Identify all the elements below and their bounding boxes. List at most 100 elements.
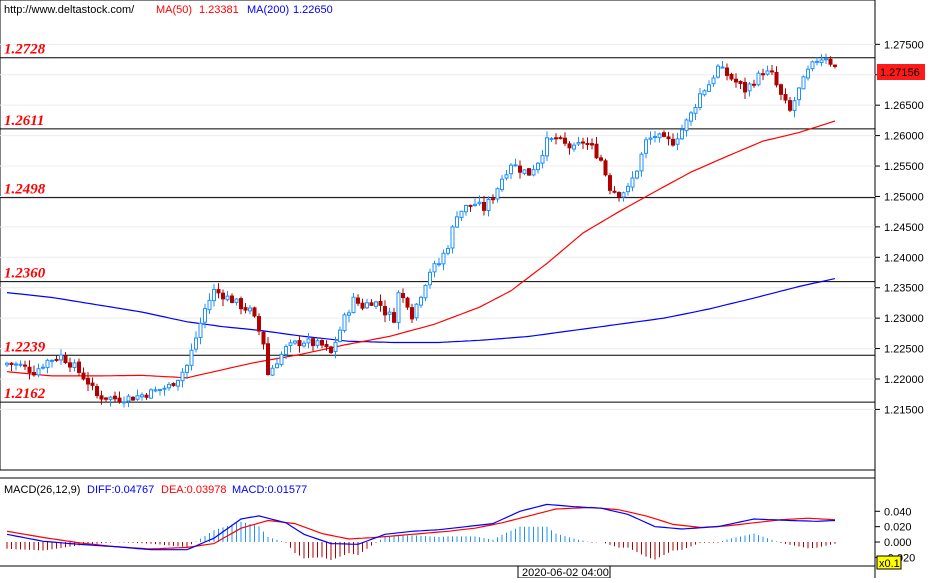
- candle[interactable]: [50, 359, 54, 368]
- candle[interactable]: [248, 305, 252, 315]
- candle[interactable]: [36, 363, 41, 378]
- candle[interactable]: [212, 283, 216, 307]
- candle[interactable]: [72, 359, 77, 372]
- candle[interactable]: [221, 289, 225, 307]
- candle[interactable]: [356, 294, 360, 306]
- candle[interactable]: [99, 390, 104, 405]
- candle[interactable]: [81, 367, 86, 381]
- candle[interactable]: [302, 340, 306, 348]
- candle[interactable]: [441, 249, 446, 271]
- candle[interactable]: [225, 290, 230, 302]
- candle[interactable]: [239, 296, 243, 315]
- candle[interactable]: [315, 337, 320, 349]
- candle[interactable]: [522, 169, 527, 176]
- candle[interactable]: [203, 303, 207, 329]
- candle[interactable]: [401, 288, 405, 303]
- candle[interactable]: [32, 365, 36, 377]
- candle[interactable]: [824, 53, 828, 65]
- candle[interactable]: [266, 337, 270, 376]
- candle[interactable]: [108, 395, 113, 407]
- candle[interactable]: [621, 191, 626, 202]
- candle[interactable]: [806, 65, 810, 81]
- candles[interactable]: [5, 53, 837, 408]
- candle[interactable]: [405, 296, 410, 310]
- candle[interactable]: [41, 363, 45, 370]
- candle[interactable]: [216, 283, 221, 299]
- candle[interactable]: [756, 70, 761, 87]
- candle[interactable]: [527, 167, 531, 176]
- candle[interactable]: [59, 349, 63, 365]
- candle[interactable]: [684, 118, 689, 137]
- candle[interactable]: [500, 175, 504, 192]
- candle[interactable]: [639, 152, 644, 177]
- candle[interactable]: [63, 352, 68, 364]
- candle[interactable]: [392, 307, 396, 324]
- zoom-badge[interactable]: x0.1: [879, 558, 900, 570]
- candle[interactable]: [653, 131, 657, 143]
- candle[interactable]: [833, 64, 837, 69]
- candle[interactable]: [540, 150, 545, 169]
- candle[interactable]: [581, 137, 585, 150]
- candle[interactable]: [468, 204, 473, 212]
- candle[interactable]: [279, 351, 284, 367]
- candle[interactable]: [162, 385, 167, 396]
- candle[interactable]: [338, 326, 342, 343]
- candle[interactable]: [333, 336, 338, 359]
- candle[interactable]: [113, 391, 117, 403]
- candle[interactable]: [671, 133, 675, 147]
- candle[interactable]: [54, 355, 59, 362]
- candle[interactable]: [549, 136, 554, 142]
- candle[interactable]: [657, 132, 662, 143]
- candle[interactable]: [518, 160, 522, 179]
- candle[interactable]: [585, 137, 590, 150]
- candle[interactable]: [725, 63, 729, 81]
- candle[interactable]: [720, 60, 725, 69]
- candle[interactable]: [513, 158, 518, 167]
- candle[interactable]: [194, 331, 198, 353]
- candle[interactable]: [464, 204, 468, 216]
- candle[interactable]: [131, 396, 135, 401]
- candle[interactable]: [149, 388, 153, 399]
- candle[interactable]: [752, 79, 756, 88]
- candle[interactable]: [437, 257, 441, 267]
- candle[interactable]: [270, 365, 275, 376]
- candle[interactable]: [383, 300, 387, 323]
- candle[interactable]: [545, 131, 549, 161]
- candle[interactable]: [27, 360, 32, 380]
- candle[interactable]: [680, 124, 684, 141]
- candle[interactable]: [792, 96, 797, 118]
- candle[interactable]: [252, 306, 257, 318]
- candle[interactable]: [590, 138, 594, 150]
- candle[interactable]: [828, 56, 833, 67]
- candle[interactable]: [140, 392, 144, 401]
- candle[interactable]: [572, 142, 576, 152]
- candle[interactable]: [410, 303, 414, 324]
- candle[interactable]: [234, 298, 239, 306]
- candle[interactable]: [486, 196, 491, 217]
- candle[interactable]: [117, 391, 122, 404]
- candle[interactable]: [297, 336, 302, 353]
- candle[interactable]: [666, 131, 671, 146]
- candle[interactable]: [275, 357, 279, 369]
- candle[interactable]: [729, 72, 734, 81]
- candle[interactable]: [810, 60, 815, 72]
- candle[interactable]: [243, 303, 248, 314]
- candle[interactable]: [693, 104, 698, 120]
- candle[interactable]: [329, 345, 333, 355]
- candle[interactable]: [747, 82, 752, 97]
- candle[interactable]: [459, 210, 464, 222]
- candle[interactable]: [45, 358, 50, 374]
- candle[interactable]: [324, 340, 329, 351]
- candle[interactable]: [491, 194, 495, 204]
- candle[interactable]: [770, 64, 774, 76]
- candle[interactable]: [320, 339, 324, 349]
- candle[interactable]: [446, 245, 450, 256]
- candle[interactable]: [504, 170, 509, 181]
- candle[interactable]: [635, 170, 639, 180]
- candle[interactable]: [477, 195, 482, 206]
- candle[interactable]: [306, 333, 311, 349]
- candle[interactable]: [104, 397, 108, 403]
- candle[interactable]: [774, 66, 779, 88]
- candle[interactable]: [167, 382, 171, 391]
